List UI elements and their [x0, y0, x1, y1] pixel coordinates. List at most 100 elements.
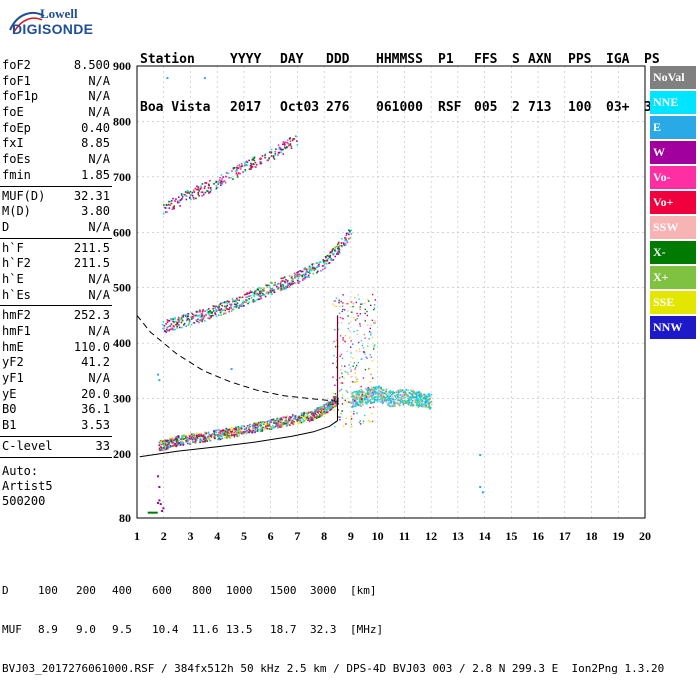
trace-point: [319, 261, 322, 263]
trace-point: [382, 396, 385, 398]
trace-point: [230, 306, 232, 308]
trace-point: [391, 393, 394, 395]
trace-point: [268, 157, 270, 159]
trace-point: [168, 329, 171, 331]
trace-point: [367, 396, 369, 398]
trace-point: [162, 327, 165, 330]
trace-point: [406, 394, 409, 396]
spread-point: [359, 325, 362, 327]
trace-point: [327, 257, 330, 260]
trace-point: [169, 204, 171, 207]
trace-point: [248, 428, 250, 430]
trace-point: [248, 431, 251, 434]
trace-point: [183, 438, 186, 440]
trace-point: [329, 252, 331, 254]
trace-point: [393, 402, 395, 405]
trace-point: [257, 421, 260, 424]
spread-point: [367, 345, 369, 347]
trace-point: [252, 427, 254, 429]
trace-point: [418, 391, 420, 393]
spread-point: [341, 310, 343, 313]
trace-point: [232, 300, 234, 303]
param-row: h`F2 211.5: [0, 256, 112, 272]
trace-point: [162, 449, 164, 451]
trace-point: [297, 419, 299, 421]
trace-point: [314, 409, 317, 412]
spread-point: [362, 377, 365, 379]
trace-point: [281, 148, 283, 151]
param-value: N/A: [88, 152, 110, 167]
trace-point: [185, 436, 187, 438]
trace-point: [230, 303, 232, 306]
trace-point: [416, 404, 418, 407]
param-value: 211.5: [73, 256, 110, 271]
trace-point: [416, 400, 419, 403]
trace-point: [415, 395, 418, 397]
trace-point: [238, 307, 240, 309]
trace-point: [214, 429, 217, 432]
trace-point: [198, 435, 201, 437]
trace-point: [239, 426, 241, 429]
trace-point: [213, 430, 216, 433]
trace-point: [300, 421, 303, 424]
trace-point: [429, 401, 431, 404]
legend-item-nne: NNE: [650, 91, 696, 114]
trace-point: [316, 411, 319, 413]
trace-point: [166, 440, 168, 443]
trace-point: [227, 432, 229, 434]
low-point: [159, 503, 162, 506]
trace-point: [376, 400, 378, 402]
trace-point: [410, 390, 413, 392]
trace-point: [229, 428, 232, 430]
trace-point: [268, 425, 270, 427]
trace-point: [269, 426, 272, 428]
trace-point: [219, 181, 221, 184]
spread-point: [363, 333, 366, 336]
trace-point: [163, 324, 166, 327]
trace-point: [231, 308, 234, 311]
trace-point: [188, 442, 190, 445]
trace-point: [203, 433, 205, 436]
spread-point: [336, 366, 338, 369]
trace-point: [266, 159, 269, 162]
trace-point: [372, 396, 375, 399]
trace-point: [353, 404, 355, 406]
trace-point: [195, 432, 198, 435]
trace-point: [176, 435, 178, 438]
trace-point: [242, 305, 245, 307]
trace-point: [352, 405, 355, 407]
trace-point: [420, 394, 423, 396]
trace-point: [201, 316, 204, 318]
trace-point: [355, 399, 357, 402]
footer-value: 400: [112, 584, 132, 597]
header-label-1: YYYY: [230, 52, 262, 67]
spread-point: [339, 416, 342, 419]
trace-point: [298, 270, 301, 272]
trace-point: [254, 300, 256, 302]
spread-point: [347, 373, 349, 375]
trace-point: [204, 438, 206, 441]
spread-point: [343, 377, 345, 380]
spread-point: [337, 409, 339, 411]
spread-point: [361, 398, 363, 401]
trace-point: [212, 310, 215, 312]
trace-point: [173, 207, 175, 210]
footer-muf-row: MUF 8.9 9.0 9.5 10.4 11.6 13.5 18.7 32.3 [MHz]: [2, 623, 664, 636]
spread-point: [374, 392, 377, 394]
spread-point: [339, 419, 341, 421]
trace-point: [368, 391, 370, 393]
trace-point: [266, 424, 269, 427]
trace-point: [226, 300, 229, 302]
trace-point: [281, 423, 283, 426]
header-value-4: 061000: [376, 100, 423, 115]
trace-point: [214, 434, 217, 437]
trace-point: [295, 135, 298, 138]
trace-point: [276, 288, 279, 290]
spread-point: [369, 381, 372, 383]
footer-info: D 100 200 400 600 800 1000 1500 3000 [km] MUF 8.9 9…: [2, 558, 664, 688]
trace-point: [383, 392, 385, 394]
trace-point: [321, 265, 324, 267]
trace-point: [187, 315, 189, 318]
trace-point: [175, 323, 177, 326]
trace-point: [337, 400, 339, 402]
